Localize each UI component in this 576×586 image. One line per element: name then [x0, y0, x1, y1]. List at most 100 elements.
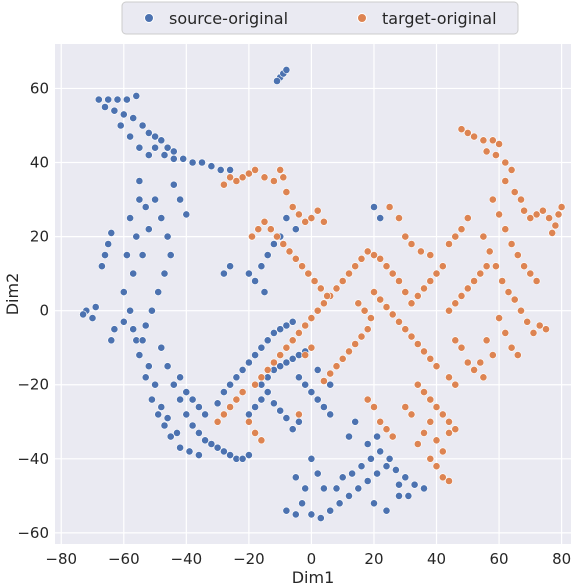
point-target-original [485, 247, 494, 256]
point-source-original [176, 443, 184, 452]
point-source-original [101, 251, 109, 259]
point-target-original [407, 410, 416, 419]
point-target-original [501, 328, 510, 337]
point-source-original [282, 414, 291, 422]
point-source-original [135, 351, 144, 359]
point-source-original [194, 428, 203, 437]
point-target-original [301, 321, 310, 330]
point-source-original [151, 132, 159, 141]
point-target-original [238, 388, 247, 396]
point-source-original [307, 510, 316, 519]
point-source-original [301, 484, 310, 493]
point-target-original [420, 428, 428, 437]
point-target-original [463, 358, 472, 367]
point-source-original [251, 277, 259, 285]
point-target-original [438, 447, 447, 456]
point-target-original [407, 332, 416, 341]
point-source-original [179, 154, 188, 163]
point-source-original [126, 306, 135, 315]
point-source-original [201, 410, 209, 419]
point-target-original [413, 291, 422, 300]
point-source-original [354, 484, 363, 493]
point-target-original [388, 310, 397, 319]
point-source-original [182, 210, 191, 219]
point-target-original [291, 254, 300, 263]
point-source-original [232, 373, 241, 382]
point-target-original [517, 306, 525, 315]
point-target-original [357, 332, 366, 341]
point-source-original [213, 443, 222, 452]
point-source-original [129, 325, 138, 334]
point-target-original [416, 247, 425, 256]
point-source-original [257, 343, 266, 352]
point-target-original [482, 262, 491, 271]
series-source-original [79, 66, 428, 522]
point-target-original [313, 206, 322, 215]
y-tick-labels: −60 −40 −20 0 20 40 60 [17, 79, 49, 541]
data-points [79, 66, 566, 522]
point-source-original [326, 410, 335, 419]
point-target-original [445, 428, 453, 437]
point-source-original [260, 288, 269, 296]
point-target-original [445, 240, 453, 248]
point-target-original [366, 314, 375, 322]
point-target-original [495, 140, 503, 148]
point-target-original [529, 328, 538, 337]
point-target-original [345, 347, 353, 356]
point-target-original [445, 373, 453, 382]
point-target-original [276, 165, 285, 174]
point-source-original [294, 373, 303, 382]
point-source-original [251, 351, 259, 359]
point-target-original [376, 295, 385, 304]
point-source-original [420, 484, 428, 493]
point-source-original [135, 177, 144, 185]
point-source-original [169, 147, 178, 156]
point-source-original [104, 95, 113, 104]
point-target-original [226, 403, 234, 411]
point-source-original [319, 403, 328, 411]
point-target-original [482, 147, 491, 156]
point-source-original [166, 432, 175, 441]
point-target-original [457, 125, 466, 134]
point-target-original [219, 180, 228, 189]
point-source-original [151, 195, 159, 204]
point-target-original [510, 188, 519, 196]
point-source-original [288, 425, 297, 434]
point-source-original [282, 358, 291, 367]
point-target-original [244, 417, 253, 426]
y-tick-label: −60 [17, 524, 49, 542]
point-source-original [163, 362, 172, 371]
point-target-original [294, 210, 303, 219]
point-target-original [501, 225, 510, 234]
point-target-original [251, 380, 259, 389]
point-source-original [288, 354, 297, 363]
point-target-original [513, 251, 522, 259]
point-target-original [457, 343, 466, 352]
point-source-original [157, 343, 166, 352]
point-target-original [338, 354, 347, 363]
point-source-original [219, 447, 228, 456]
point-source-original [147, 306, 156, 315]
point-target-original [507, 343, 516, 352]
series-target-original [213, 125, 566, 485]
point-target-original [463, 128, 472, 137]
point-target-original [491, 151, 500, 159]
point-source-original [144, 225, 153, 234]
point-source-original [132, 232, 141, 241]
point-target-original [395, 317, 403, 326]
point-source-original [176, 395, 184, 404]
point-source-original [244, 269, 253, 278]
point-source-original [251, 403, 259, 411]
point-target-original [276, 351, 285, 359]
point-target-original [263, 365, 272, 374]
point-source-original [198, 158, 206, 167]
point-target-original [420, 347, 428, 356]
point-source-original [269, 240, 278, 248]
point-target-original [213, 417, 222, 426]
point-source-original [194, 403, 203, 411]
point-target-original [332, 284, 341, 293]
point-target-original [520, 206, 528, 215]
point-source-original [326, 506, 335, 515]
point-source-original [151, 380, 159, 389]
point-source-original [226, 451, 234, 459]
